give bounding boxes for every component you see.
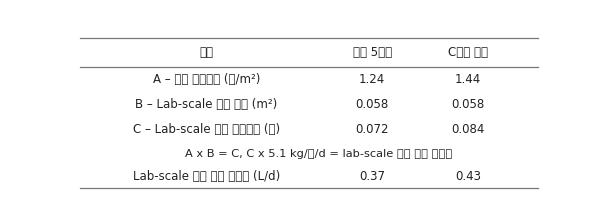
Text: A x B = C, C x 5.1 kg/두/d = lab-scale 돈사 분놀 발생량: A x B = C, C x 5.1 kg/두/d = lab-scale 돈사… bbox=[185, 149, 452, 159]
Text: B – Lab-scale 돈사 면적 (m²): B – Lab-scale 돈사 면적 (m²) bbox=[135, 98, 277, 111]
Text: C – Lab-scale 돈사 사육두수 (두): C – Lab-scale 돈사 사육두수 (두) bbox=[133, 124, 280, 136]
Text: 0.43: 0.43 bbox=[455, 170, 481, 183]
Text: 0.058: 0.058 bbox=[356, 98, 389, 111]
Text: A – 평균 사육밀도 (두/m²): A – 평균 사육밀도 (두/m²) bbox=[153, 73, 260, 86]
Text: 0.058: 0.058 bbox=[451, 98, 485, 111]
Text: 0.37: 0.37 bbox=[359, 170, 385, 183]
Text: 0.084: 0.084 bbox=[451, 124, 485, 136]
Text: C농가 제외: C농가 제외 bbox=[448, 46, 488, 59]
Text: 1.24: 1.24 bbox=[359, 73, 385, 86]
Text: 전체 5농가: 전체 5농가 bbox=[353, 46, 392, 59]
Text: Lab-scale 돈사 분놀 발생량 (L/d): Lab-scale 돈사 분놀 발생량 (L/d) bbox=[133, 170, 280, 183]
Text: 1.44: 1.44 bbox=[455, 73, 481, 86]
Text: 0.072: 0.072 bbox=[355, 124, 389, 136]
Text: 구분: 구분 bbox=[199, 46, 213, 59]
